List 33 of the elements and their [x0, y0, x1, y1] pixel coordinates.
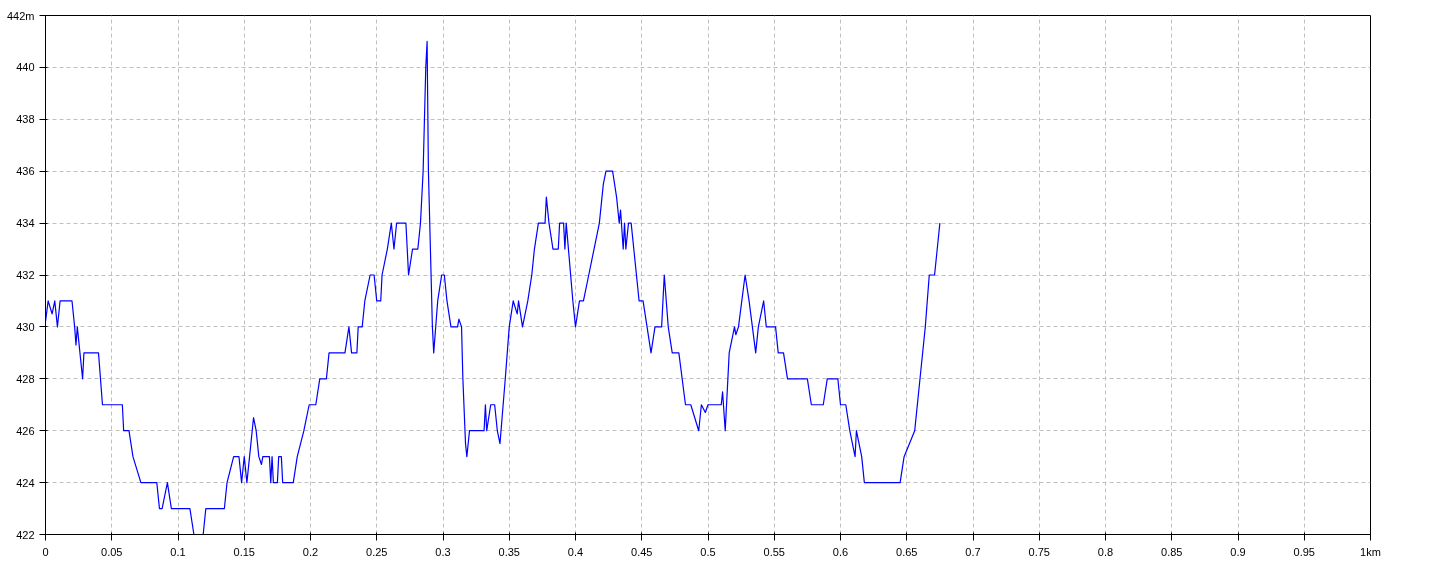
x-tick-label: 0.55	[763, 545, 785, 558]
x-tick-label: 0.7	[965, 545, 981, 558]
x-tick-label: 0.2	[302, 545, 319, 558]
line-series	[45, 40, 941, 535]
x-tick-label: 0.35	[498, 545, 520, 558]
x-tick-label: 0.8	[1097, 545, 1114, 558]
x-tick-label: 0.25	[366, 545, 388, 558]
y-tick-label: 422	[16, 528, 35, 541]
x-tick-label: 0.65	[896, 545, 918, 558]
x-tick-label: 0.6	[832, 545, 849, 558]
x-tick-label: 0.75	[1028, 545, 1050, 558]
x-tick-label: 0	[42, 545, 49, 558]
y-tick-label: 442m	[6, 9, 35, 22]
y-tick-label: 432	[16, 269, 35, 281]
x-tick-label: 0.4	[567, 545, 584, 558]
x-tick-label: 0.85	[1161, 545, 1183, 558]
y-tick-label: 428	[16, 372, 35, 385]
y-tick-label: 440	[16, 61, 35, 74]
x-tick-label: 0.3	[435, 545, 451, 558]
y-tick-label: 434	[16, 217, 35, 230]
x-tick-label: 0.5	[700, 545, 716, 558]
x-tick-label: 0.15	[233, 545, 255, 558]
y-tick-label: 426	[16, 424, 35, 437]
x-tick-label: 0.1	[170, 545, 186, 558]
x-tick-label: 0.9	[1230, 545, 1246, 558]
x-tick-label: 1km	[1360, 545, 1381, 558]
x-tick-label: 0.95	[1293, 545, 1315, 558]
y-tick-label: 438	[16, 113, 35, 126]
x-tick-label: 0.45	[631, 545, 653, 558]
x-tick-label: 0.05	[101, 545, 123, 558]
y-tick-label: 424	[16, 476, 35, 489]
y-tick-label: 436	[16, 165, 35, 178]
y-tick-label: 430	[16, 320, 35, 333]
